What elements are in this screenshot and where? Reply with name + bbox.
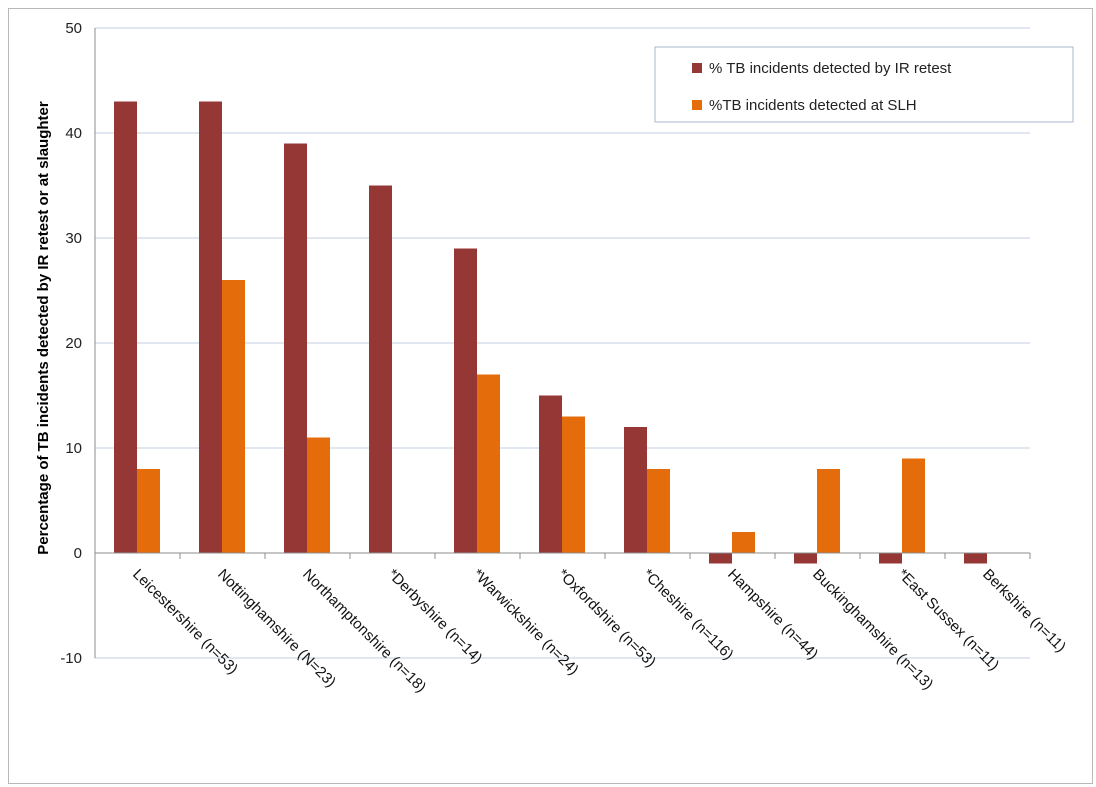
bar-series-2 [137,469,160,553]
y-tick-label: 20 [65,335,82,352]
bar-series-2 [902,458,925,553]
x-tick-label: Hampshire (n=44) [724,566,821,663]
bar-series-1 [879,553,902,564]
bar-series-2 [817,469,840,553]
bar-series-2 [562,416,585,553]
bar-series-1 [539,395,562,553]
y-axis-label: Percentage of TB incidents detected by I… [35,101,52,555]
legend-label-series-1: % TB incidents detected by IR retest [709,60,952,77]
y-tick-label: 30 [65,230,82,247]
legend: % TB incidents detected by IR retest %TB… [654,46,1074,123]
legend-label-series-2: %TB incidents detected at SLH [709,97,917,114]
x-tick-label: Berkshire (n=11) [979,566,1069,656]
bar-series-1 [624,427,647,553]
y-tick-label: 0 [74,545,82,562]
legend-swatch-series-2 [692,100,702,110]
bar-series-1 [284,143,307,553]
bar-series-2 [307,437,330,553]
bar-series-2 [222,280,245,553]
y-tick-label: 50 [65,20,82,37]
x-tick-label: *Derbyshire (n=14) [384,566,485,667]
bar-series-1 [964,553,987,564]
y-tick-label: 40 [65,125,82,142]
legend-swatch-series-1 [692,63,702,73]
bar-series-2 [732,532,755,553]
y-axis: -10 0 10 20 30 40 50 [60,20,96,667]
bar-series-1 [454,248,477,553]
bars [114,101,987,564]
x-tick-label: *Cheshire (n=116) [639,566,737,664]
bar-series-2 [647,469,670,553]
y-tick-label: -10 [60,650,82,667]
bar-series-1 [709,553,732,564]
x-axis: Leicestershire (n=53)Nottinghamshire (N=… [94,552,1069,696]
bar-series-1 [199,101,222,553]
bar-series-1 [369,185,392,553]
bar-series-1 [794,553,817,564]
bar-series-1 [114,101,137,553]
y-tick-label: 10 [65,440,82,457]
legend-box [654,46,1074,123]
bar-series-2 [477,374,500,553]
